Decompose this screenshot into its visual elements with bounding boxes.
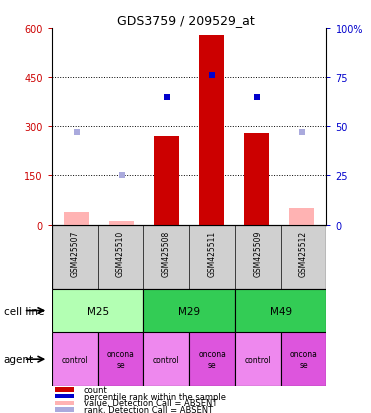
Bar — [281, 332, 326, 386]
Bar — [144, 289, 235, 332]
Text: GSM425510: GSM425510 — [116, 230, 125, 276]
Bar — [199, 36, 224, 225]
Text: GSM425512: GSM425512 — [299, 230, 308, 276]
Text: value, Detection Call = ABSENT: value, Detection Call = ABSENT — [84, 399, 217, 407]
Bar — [189, 332, 235, 386]
Text: agent: agent — [4, 354, 34, 364]
Text: oncona
se: oncona se — [106, 350, 135, 369]
Text: GSM425508: GSM425508 — [162, 230, 171, 276]
Text: control: control — [62, 355, 88, 364]
Bar — [52, 332, 98, 386]
Bar — [235, 332, 281, 386]
Text: M29: M29 — [178, 306, 200, 316]
Bar — [98, 332, 144, 386]
Text: GSM425509: GSM425509 — [253, 230, 262, 276]
Bar — [52, 289, 144, 332]
Bar — [289, 209, 314, 225]
Text: control: control — [244, 355, 271, 364]
Bar — [235, 289, 326, 332]
Bar — [64, 212, 89, 225]
Bar — [55, 401, 74, 405]
Bar — [55, 387, 74, 392]
Text: control: control — [153, 355, 180, 364]
Text: oncona
se: oncona se — [290, 350, 318, 369]
Text: count: count — [84, 385, 108, 394]
Bar — [109, 221, 134, 225]
Bar — [55, 394, 74, 399]
Text: GDS3759 / 209529_at: GDS3759 / 209529_at — [116, 14, 255, 27]
Text: oncona
se: oncona se — [198, 350, 226, 369]
Text: M25: M25 — [87, 306, 109, 316]
Text: rank, Detection Call = ABSENT: rank, Detection Call = ABSENT — [84, 405, 213, 413]
Bar — [244, 133, 269, 225]
Bar — [144, 332, 189, 386]
Text: cell line: cell line — [4, 306, 44, 316]
Text: GSM425511: GSM425511 — [208, 230, 217, 276]
Bar — [55, 408, 74, 412]
Text: GSM425507: GSM425507 — [70, 230, 79, 276]
Text: percentile rank within the sample: percentile rank within the sample — [84, 392, 226, 401]
Text: M49: M49 — [270, 306, 292, 316]
Bar — [154, 137, 179, 225]
